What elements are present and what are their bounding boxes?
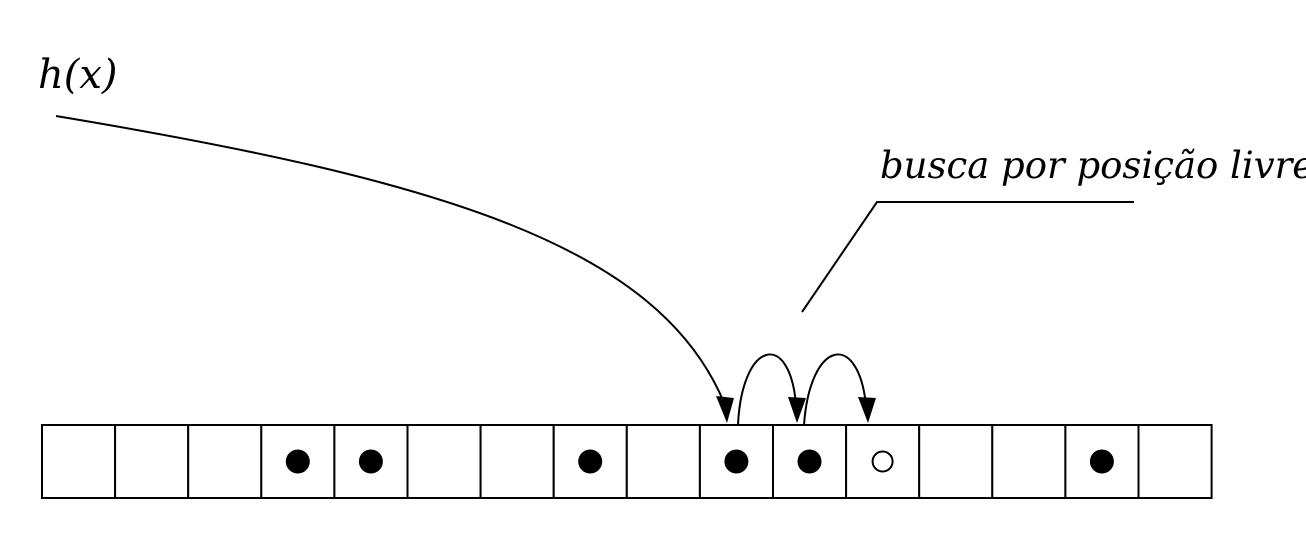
probe-arrowhead-2 [858,397,876,423]
hash-table [41,424,1213,499]
probe-arrow-2 [803,353,867,426]
table-cell-2 [187,424,263,499]
table-cell-12 [918,424,994,499]
table-cell-5 [406,424,482,499]
table-cell-13 [991,424,1067,499]
occupied-marker-14 [1089,449,1114,474]
occupied-marker-7 [578,449,603,474]
hash-mapping-arrow [55,115,726,406]
occupied-marker-9 [724,449,749,474]
annotation-leader-line [801,201,1134,313]
hash-function-label: h(x) [38,52,118,98]
search-note-label: busca por posição livre [880,144,1306,187]
hash-mapping-arrowhead [716,396,734,423]
occupied-marker-4 [358,449,383,474]
occupied-marker-10 [797,449,822,474]
table-cell-6 [479,424,555,499]
occupied-marker-3 [285,449,310,474]
table-cell-1 [114,424,190,499]
table-cell-0 [41,424,117,499]
table-cell-8 [625,424,701,499]
table-cell-15 [1137,424,1213,499]
free-slot-marker-11 [871,450,894,473]
probe-arrow-1 [737,353,797,426]
probe-arrowhead-1 [788,397,806,423]
